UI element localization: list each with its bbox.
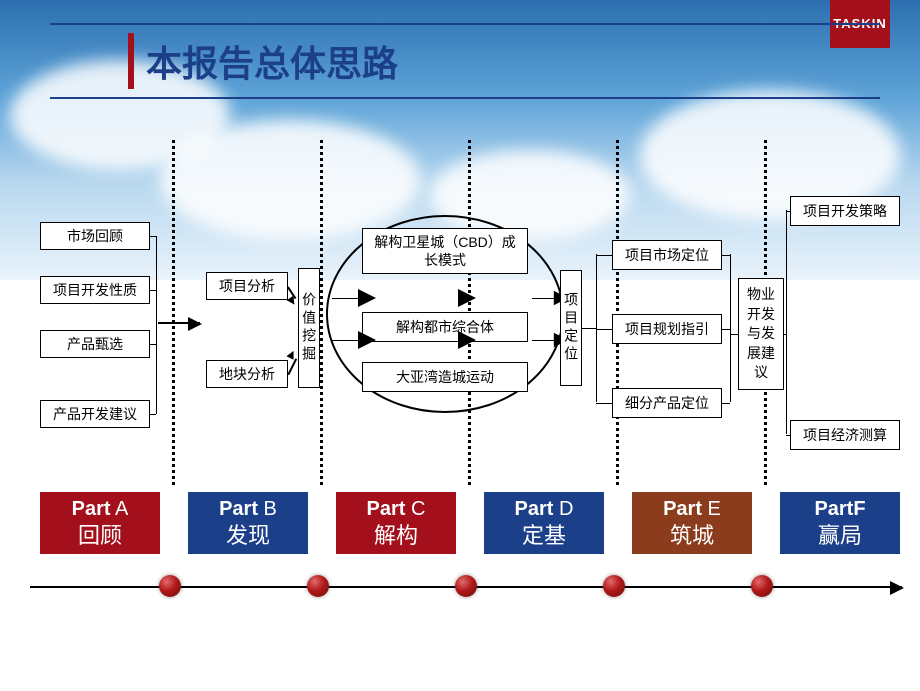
part-badge: Part B发现 [188, 492, 308, 554]
connector [596, 329, 612, 330]
colB-bot-box: 地块分析 [206, 360, 288, 388]
connector [532, 340, 556, 341]
colA-box: 项目开发性质 [40, 276, 150, 304]
connector [786, 435, 790, 436]
colF-box: 项目经济测算 [790, 420, 900, 450]
colF-box: 项目开发策略 [790, 196, 900, 226]
colC-box: 大亚湾造城运动 [362, 362, 528, 392]
bracket [596, 254, 597, 402]
page-title: 本报告总体思路 [146, 35, 398, 87]
section-divider [320, 140, 323, 485]
colB-vert-box: 价值挖掘 [298, 268, 320, 388]
connector [784, 334, 786, 335]
connector [150, 414, 156, 415]
timeline-node-icon [307, 575, 329, 597]
connector [582, 328, 596, 329]
bracket [786, 210, 787, 434]
colC-box: 解构卫星城（CBD）成长模式 [362, 228, 528, 274]
colA-box: 产品开发建议 [40, 400, 150, 428]
part-badge: Part E筑城 [632, 492, 752, 554]
connector [786, 211, 790, 212]
colD-box: 项目规划指引 [612, 314, 722, 344]
section-divider [172, 140, 175, 485]
timeline-node-icon [159, 575, 181, 597]
colA-box: 市场回顾 [40, 222, 150, 250]
arrow [158, 322, 200, 324]
arrowhead-icon [458, 331, 476, 349]
colD-box: 项目市场定位 [612, 240, 722, 270]
arrowhead-icon [458, 289, 476, 307]
colD-vert-box: 项目定位 [560, 270, 582, 386]
bracket [156, 236, 157, 414]
timeline-node-icon [455, 575, 477, 597]
connector [332, 340, 358, 341]
connector [596, 255, 612, 256]
connector [532, 298, 556, 299]
connector [722, 403, 730, 404]
connector [722, 329, 730, 330]
arrowhead-icon [358, 331, 376, 349]
section-divider [616, 140, 619, 485]
colC-box: 解构都市综合体 [362, 312, 528, 342]
part-badge: Part A回顾 [40, 492, 160, 554]
arrowhead-icon [358, 289, 376, 307]
timeline-node-icon [751, 575, 773, 597]
connector [730, 334, 738, 335]
part-badge: PartF赢局 [780, 492, 900, 554]
part-badge: Part C解构 [336, 492, 456, 554]
colA-box: 产品甄选 [40, 330, 150, 358]
part-badge: Part D定基 [484, 492, 604, 554]
connector [332, 298, 358, 299]
bracket [730, 254, 731, 402]
colE-vert-box: 物业开发与发展建议 [738, 278, 784, 390]
timeline-node-icon [603, 575, 625, 597]
connector [722, 255, 730, 256]
connector [596, 403, 612, 404]
colD-box: 细分产品定位 [612, 388, 722, 418]
colB-top-box: 项目分析 [206, 272, 288, 300]
